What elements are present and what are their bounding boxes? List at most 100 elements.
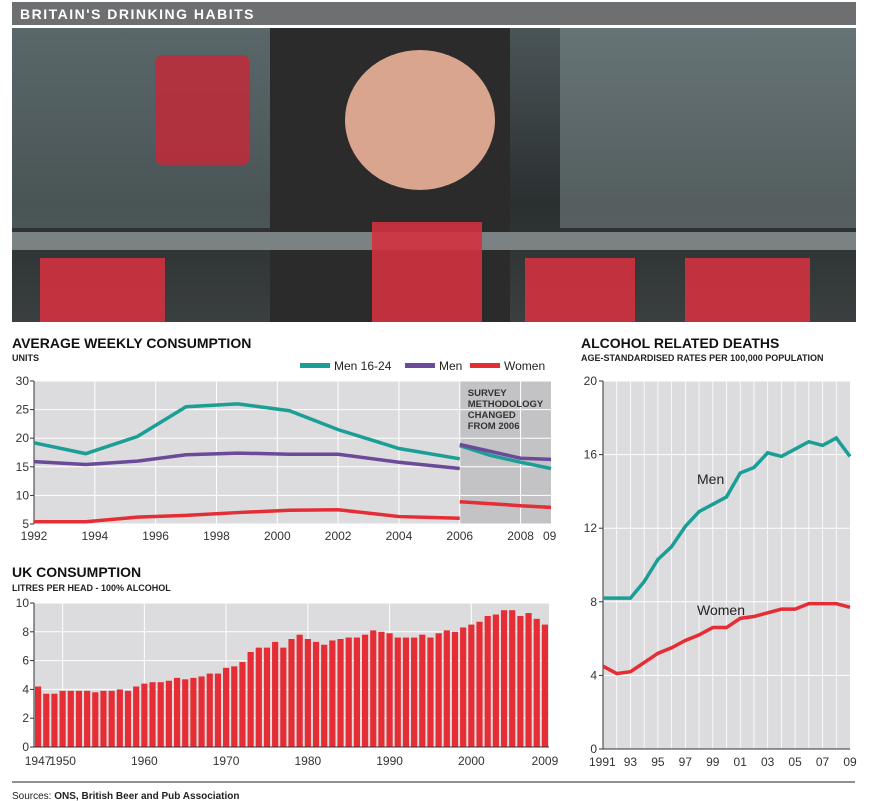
- banner-bar: [12, 2, 856, 25]
- y-tick-label: 10: [16, 488, 30, 502]
- bar-1983: [329, 640, 336, 747]
- x-tick-label: 2004: [386, 529, 413, 543]
- deaths-title: ALCOHOL RELATED DEATHS: [581, 335, 779, 351]
- bar-1971: [231, 666, 238, 747]
- bar-1999: [460, 627, 467, 747]
- deaths-chart: 0 4 8 12 16 20 1991 93 95 97 99 01 03 05 07 09 Men Women: [584, 374, 857, 769]
- y-tick-label: 16: [584, 448, 598, 462]
- y-tick-label: 20: [584, 374, 598, 388]
- weekly-consumption-chart: 5 10 15 20 25 30 1992 1994 1996 1998 2000 2002 2004 2…: [16, 359, 557, 543]
- x-tick-label: 93: [624, 755, 638, 769]
- bar-1995: [427, 637, 434, 747]
- annotation-line: METHODOLOGY: [468, 399, 544, 410]
- bar-2005: [509, 610, 516, 747]
- x-tick-label: 1970: [213, 754, 240, 768]
- x-tick-label: 1980: [294, 754, 321, 768]
- x-tick-label: 2006: [446, 529, 473, 543]
- bar-1963: [165, 680, 172, 747]
- x-tick-label: 05: [788, 755, 802, 769]
- bar-2004: [500, 610, 508, 747]
- x-tick-label: 1950: [49, 754, 76, 768]
- legend-swatch: [405, 363, 435, 368]
- bar-1948: [43, 693, 50, 747]
- methodology-shade: [459, 381, 551, 524]
- series-label: Men: [697, 471, 724, 487]
- bar-1993: [411, 637, 418, 747]
- x-tick-label: 2002: [325, 529, 352, 543]
- weekly-title: AVERAGE WEEKLY CONSUMPTION: [12, 335, 251, 351]
- banner-title: BRITAIN'S DRINKING HABITS: [20, 6, 255, 22]
- y-tick-label: 4: [590, 668, 597, 682]
- x-tick-label: 1990: [376, 754, 403, 768]
- x-tick-label: 1994: [81, 529, 108, 543]
- x-tick-label: 1960: [131, 754, 158, 768]
- bar-1974: [255, 647, 262, 747]
- bar-1970: [223, 667, 230, 747]
- x-tick-label: 97: [679, 755, 693, 769]
- x-tick-label: 99: [706, 755, 720, 769]
- uk-consumption-subtitle: LITRES PER HEAD - 100% ALCOHOL: [12, 583, 171, 593]
- y-tick-label: 20: [16, 431, 30, 445]
- legend-swatch: [300, 363, 330, 368]
- bar-1973: [247, 651, 254, 747]
- bar-1956: [108, 690, 115, 747]
- legend-label: Men 16-24: [334, 359, 392, 373]
- bar-1947: [35, 686, 42, 747]
- x-tick-label: 09: [843, 755, 857, 769]
- series-label: Women: [697, 602, 745, 618]
- bar-1980: [304, 639, 311, 747]
- annotation-line: CHANGED: [468, 410, 516, 421]
- bar-1966: [190, 677, 197, 747]
- y-tick-label: 0: [590, 742, 597, 756]
- x-tick-label: 1998: [203, 529, 230, 543]
- bar-1978: [288, 639, 295, 747]
- y-tick-label: 12: [584, 521, 598, 535]
- bar-1965: [182, 679, 189, 747]
- bar-2002: [484, 615, 491, 747]
- bar-1988: [370, 630, 377, 747]
- x-tick-label: 03: [761, 755, 775, 769]
- bar-1951: [67, 690, 74, 747]
- y-tick-label: 4: [22, 682, 29, 696]
- x-tick-label: 07: [816, 755, 830, 769]
- y-tick-label: 6: [22, 654, 29, 668]
- bar-1987: [361, 634, 369, 747]
- bar-1990: [386, 633, 393, 747]
- series-line-men: [33, 451, 460, 471]
- x-tick-label: 09: [543, 529, 557, 543]
- series-line-women: [602, 601, 851, 676]
- x-tick-label: 95: [651, 755, 665, 769]
- weekly-units: UNITS: [12, 353, 39, 363]
- y-tick-label: 25: [16, 403, 30, 417]
- bar-2009: [541, 624, 548, 747]
- bar-1949: [51, 693, 58, 747]
- uk-consumption-title: UK CONSUMPTION: [12, 564, 141, 580]
- bar-1981: [312, 641, 320, 747]
- y-tick-label: 8: [590, 595, 597, 609]
- y-tick-label: 0: [22, 740, 29, 754]
- series-line-women: [34, 507, 460, 524]
- bar-1991: [394, 637, 401, 747]
- bar-1955: [100, 690, 107, 747]
- legend-label: Men: [439, 359, 462, 373]
- bar-1985: [345, 637, 352, 747]
- bar-1996: [435, 633, 442, 747]
- series-line-new-method: [459, 499, 552, 510]
- bar-2001: [476, 621, 483, 747]
- bar-1967: [198, 676, 205, 747]
- bar-1998: [451, 631, 459, 747]
- y-tick-label: 10: [16, 596, 30, 610]
- annotation-line: FROM 2006: [468, 421, 520, 432]
- bar-1961: [149, 682, 156, 747]
- bar-1972: [239, 662, 246, 747]
- bar-1950: [59, 690, 66, 747]
- bar-2006: [517, 615, 524, 747]
- series-line-new-method: [459, 443, 552, 471]
- bar-1979: [296, 634, 303, 747]
- x-tick-label: 2000: [264, 529, 291, 543]
- sources-line: Sources: ONS, British Beer and Pub Assoc…: [12, 791, 239, 801]
- bar-1975: [263, 647, 271, 747]
- annotation-line: SURVEY: [468, 388, 508, 399]
